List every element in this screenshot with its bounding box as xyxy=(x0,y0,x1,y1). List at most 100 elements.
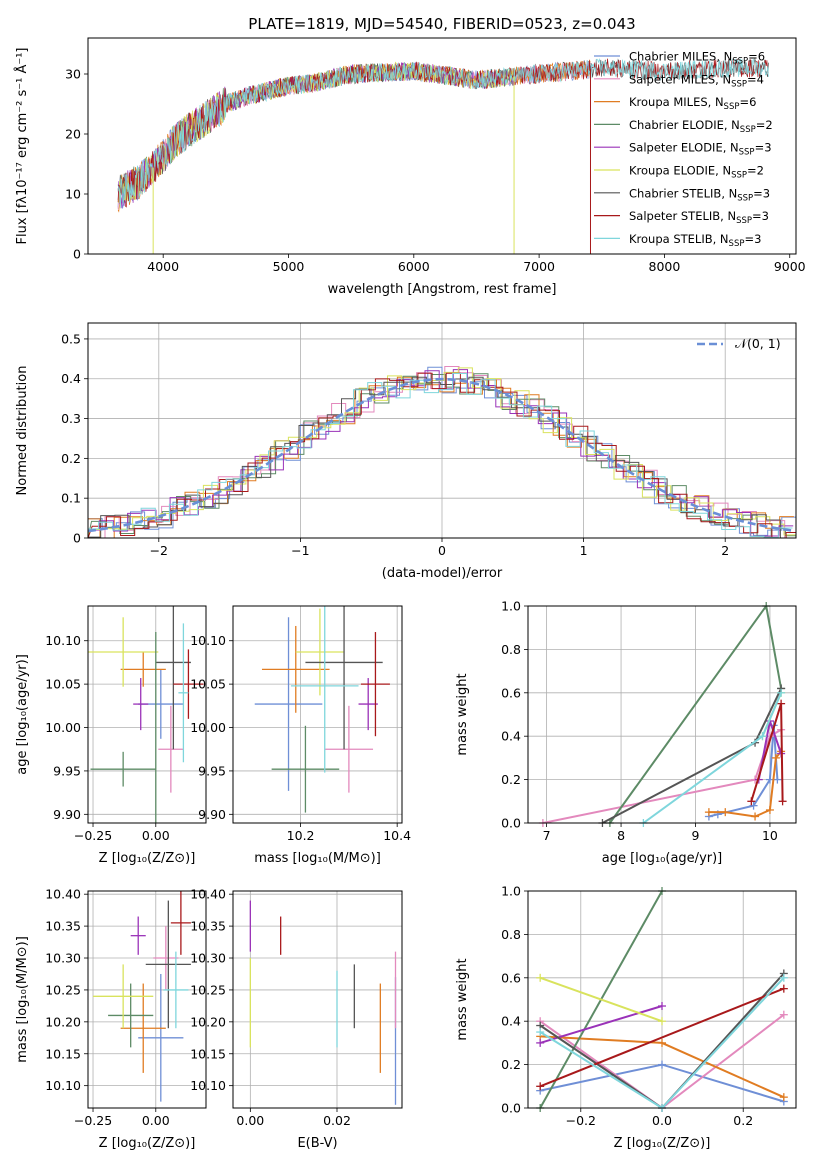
x-axis-label: (data-model)/error xyxy=(382,566,503,581)
errorbar-chabrier-elodie xyxy=(90,751,156,787)
y-tick-label: 10.00 xyxy=(190,720,226,735)
histogram-kroupa-miles xyxy=(88,376,794,538)
y-tick-label: 10.40 xyxy=(45,887,81,902)
histogram-salpeter-stelib xyxy=(88,372,796,538)
chart-title: PLATE=1819, MJD=54540, FIBERID=0523, z=0… xyxy=(248,15,635,33)
x-tick-label: 0.00 xyxy=(236,1113,264,1128)
legend-label: Kroupa ELODIE, NSSP=2 xyxy=(629,164,764,181)
series-line-kroupa-stelib xyxy=(642,692,783,823)
y-tick-label: 0.2 xyxy=(501,1057,521,1072)
legend-label-sub: SSP xyxy=(729,239,745,249)
x-tick-label: 9 xyxy=(692,828,700,843)
x-tick-label: 5000 xyxy=(273,259,305,274)
legend-label-sub: SSP xyxy=(731,79,747,89)
y-tick-label: 10.15 xyxy=(45,1046,81,1061)
errorbar-chabrier-elodie xyxy=(108,983,154,1048)
errorbar-kroupa-elodie xyxy=(88,617,159,687)
histogram-chabrier-stelib xyxy=(88,376,795,538)
legend-label-main: Salpeter STELIB, N xyxy=(629,209,736,223)
y-tick-label: 9.95 xyxy=(53,763,81,778)
chart-residuals: −2 −1 0 1 2 0 0.1 0.2 0.3 0.4 0.5 (data-model)/erro… xyxy=(15,322,797,581)
chart-massweight_vs_Z: −0.2 0.0 0.2 0.0 0.2 0.4 0.6 0.8 1.0 Z [log₁₀(Z/Z… xyxy=(455,884,797,1151)
y-tick-label: 30 xyxy=(65,67,81,82)
errorbar-kroupa-miles xyxy=(120,983,166,1073)
errorbar-chabrier-stelib xyxy=(155,606,191,750)
histogram-chabrier-elodie xyxy=(88,373,796,538)
errorbar-chabrier-stelib xyxy=(305,606,383,750)
y-tick-label: 0.4 xyxy=(501,729,521,744)
x-tick-label: 1 xyxy=(580,543,588,558)
legend-label-main: Chabrier STELIB, N xyxy=(629,186,737,200)
series-line-salpeter-stelib xyxy=(539,987,785,1088)
y-tick-label: 0.0 xyxy=(501,816,521,831)
y-tick-label: 0.5 xyxy=(61,331,81,346)
y-tick-label: 0.3 xyxy=(61,411,81,426)
x-tick-label: 7000 xyxy=(523,259,555,274)
errorbar-kroupa-elodie xyxy=(93,964,154,1029)
legend-label: Chabrier MILES, NSSP=6 xyxy=(629,50,765,67)
y-tick-label: 10.30 xyxy=(45,951,81,966)
y-tick-label: 0.0 xyxy=(501,1101,521,1116)
y-axis-label: mass [log₁₀(M/M⊙)] xyxy=(15,936,30,1063)
errorbar-kroupa-miles xyxy=(120,652,166,687)
x-tick-label: 7 xyxy=(543,828,551,843)
errorbar-salpeter-elodie xyxy=(133,678,149,731)
axes-frame xyxy=(232,605,403,824)
x-axis-label: E(B-V) xyxy=(297,1136,337,1151)
y-tick-label: 9.90 xyxy=(53,807,81,822)
chart-mass_vs_ebv: 0.00 0.02 10.10 10.15 10.20 10.25 10.30 10.35 10… xyxy=(190,887,403,1151)
errorbar-chabrier-miles xyxy=(138,973,184,1102)
legend-label-count: =6 xyxy=(748,50,765,64)
legend-label: 𝒩(0, 1) xyxy=(735,336,781,351)
legend-label-sub: SSP xyxy=(732,57,748,67)
axes-frame xyxy=(527,605,797,824)
x-tick-label: −1 xyxy=(291,543,309,558)
x-tick-label: 0.00 xyxy=(142,828,170,843)
y-tick-label: 10.05 xyxy=(45,677,81,692)
legend-label-count: =6 xyxy=(739,95,756,109)
legend-label-sub: SSP xyxy=(739,148,755,158)
series-line-salpeter-elodie xyxy=(539,1005,663,1044)
y-tick-label: 10.10 xyxy=(190,633,226,648)
errorbar-kroupa-elodie xyxy=(295,608,345,696)
y-tick-label: 10.05 xyxy=(190,677,226,692)
legend-label: Kroupa STELIB, NSSP=3 xyxy=(629,232,761,249)
x-tick-label: 0 xyxy=(438,543,446,558)
y-tick-label: 0.6 xyxy=(501,685,521,700)
errorbar-kroupa-miles xyxy=(261,625,330,713)
y-tick-label: 10.35 xyxy=(45,919,81,934)
legend-label-main: Chabrier ELODIE, N xyxy=(629,118,740,132)
y-tick-label: 20 xyxy=(65,127,81,142)
spectrum-line-kroupa-stelib xyxy=(117,57,769,209)
series-line-chabrier-stelib xyxy=(539,972,785,1108)
axes-frame xyxy=(87,322,797,539)
x-axis-label: Z [log₁₀(Z/Z⊙)] xyxy=(99,1136,196,1151)
series-line-chabrier-elodie xyxy=(609,606,783,823)
legend-label-sub: SSP xyxy=(737,193,753,203)
errorbar-chabrier-stelib xyxy=(145,900,191,1029)
errorbar-salpeter-stelib xyxy=(173,649,204,719)
y-tick-label: 0 xyxy=(73,247,81,262)
y-axis-label: mass weight xyxy=(455,673,470,755)
chart-spectrum: PLATE=1819, MJD=54540, FIBERID=0523, z=0… xyxy=(14,15,806,297)
errorbar-salpeter-elodie xyxy=(130,916,146,955)
x-tick-label: 4000 xyxy=(147,259,179,274)
y-tick-label: 0.6 xyxy=(501,970,521,985)
y-tick-label: 0.1 xyxy=(61,491,81,506)
y-axis-label: age [log₁₀(age/yr)] xyxy=(15,654,30,775)
y-axis-label: Flux [fλ10⁻¹⁷ erg cm⁻² s⁻¹ Å⁻¹] xyxy=(14,48,30,245)
normal-curve xyxy=(87,377,794,533)
series-line-kroupa-stelib xyxy=(539,977,785,1108)
legend-label-count: =2 xyxy=(756,118,773,132)
y-tick-label: 10.10 xyxy=(45,633,81,648)
y-tick-label: 10.00 xyxy=(45,720,81,735)
y-tick-label: 0.2 xyxy=(501,772,521,787)
y-tick-label: 9.90 xyxy=(198,807,226,822)
x-axis-label: mass [log₁₀(M/M⊙)] xyxy=(254,851,381,866)
y-axis-label: Normed distribution xyxy=(15,366,30,496)
x-tick-label: 10 xyxy=(762,828,778,843)
histogram-chabrier-miles xyxy=(88,366,796,538)
chart-age_vs_Z: −0.25 0.00 9.90 9.95 10.00 10.05 10.10 Z [log₁₀… xyxy=(15,605,207,866)
legend-label-count: =3 xyxy=(755,141,772,155)
x-tick-label: 0.00 xyxy=(142,1113,170,1128)
